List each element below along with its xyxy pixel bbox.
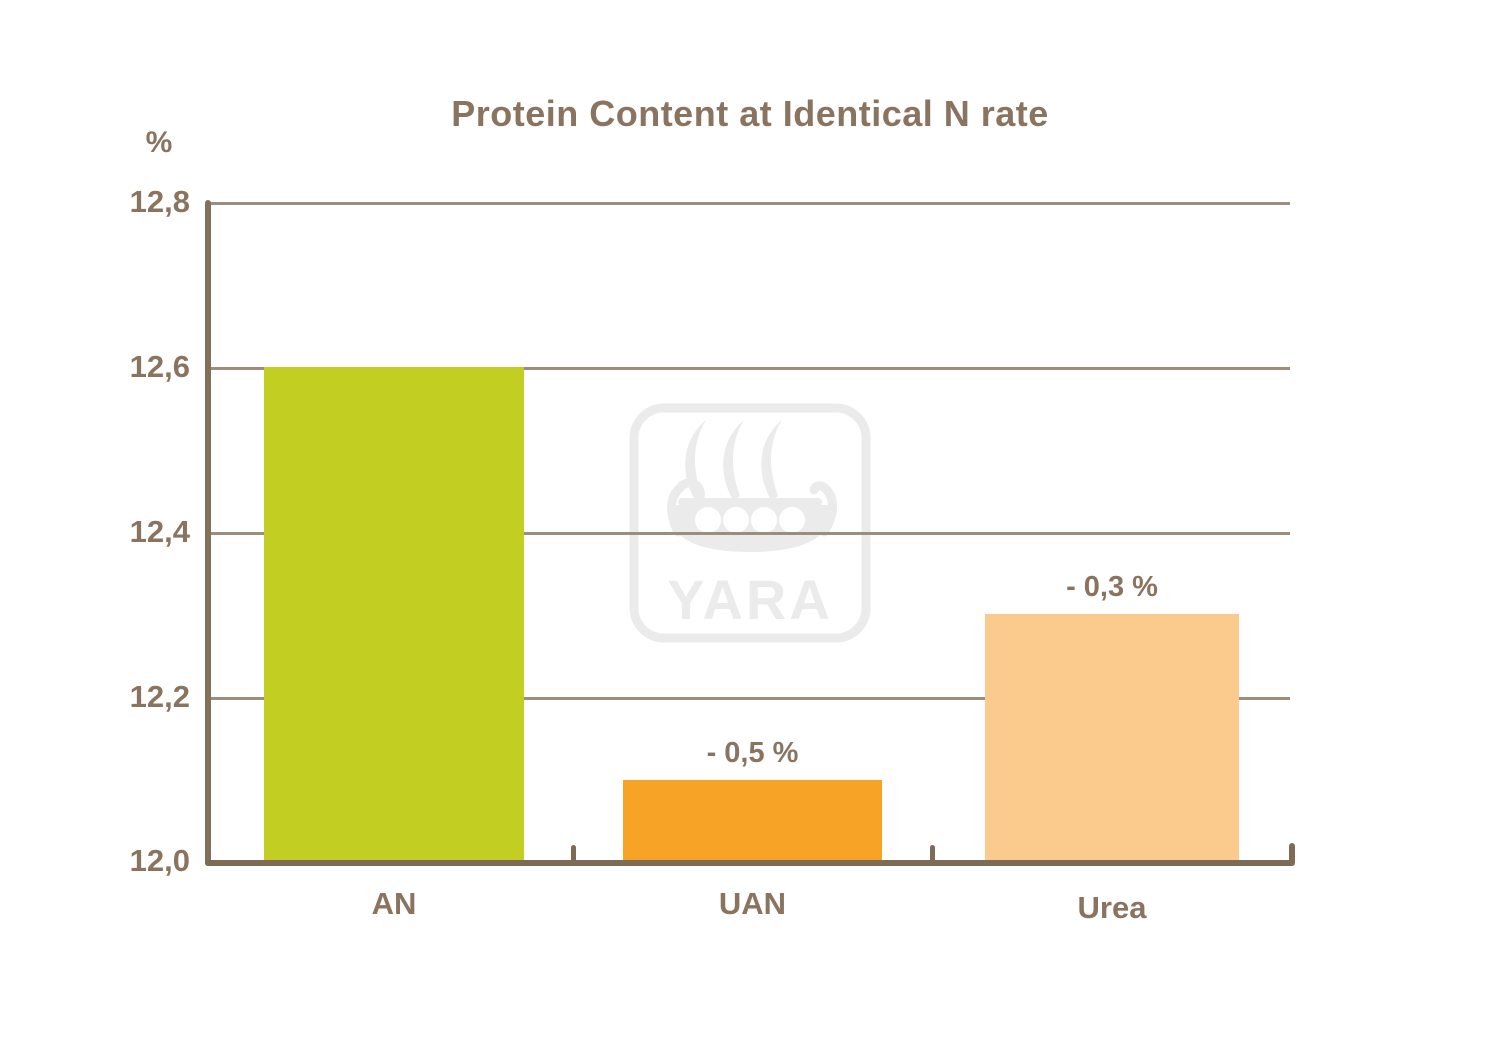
category-label-uan: UAN (718, 886, 787, 921)
y-tick-label: 12,0 (129, 843, 190, 878)
viking-ship-icon (667, 420, 837, 552)
bar-urea (985, 614, 1239, 862)
yara-watermark-logo: YARA (629, 403, 871, 643)
bar-column-an (264, 202, 524, 862)
plot-area: YARA - 0,5 % - 0,3 % (210, 202, 1290, 862)
gridline (210, 532, 1290, 535)
y-tick-label: 12,8 (129, 184, 190, 219)
x-axis-line (205, 860, 1295, 866)
gridline (210, 202, 1290, 205)
y-tick-label: 12,2 (129, 679, 190, 714)
category-label-an: AN (371, 886, 417, 921)
x-axis-end-tick (1289, 843, 1295, 864)
gridline (210, 697, 1290, 700)
bar-column-urea: - 0,3 % (985, 202, 1239, 862)
bar-column-uan: - 0,5 % (623, 202, 882, 862)
y-tick-label: 12,6 (129, 349, 190, 384)
watermark-text: YARA (667, 568, 833, 631)
gridline (210, 367, 1290, 370)
x-axis-tick (930, 845, 935, 863)
category-label-urea: Urea (1077, 890, 1147, 925)
y-axis-unit-label: % (145, 126, 173, 159)
bar-delta-label: - 0,5 % (706, 737, 799, 769)
bar-uan (623, 780, 882, 862)
chart-title: Protein Content at Identical N rate (451, 93, 1049, 134)
watermark-frame (629, 403, 871, 643)
x-axis-tick (571, 845, 576, 863)
bar-an (264, 367, 524, 862)
bar-delta-label: - 0,3 % (1066, 571, 1158, 603)
y-axis-line (205, 200, 211, 866)
y-tick-label: 12,4 (129, 514, 190, 549)
